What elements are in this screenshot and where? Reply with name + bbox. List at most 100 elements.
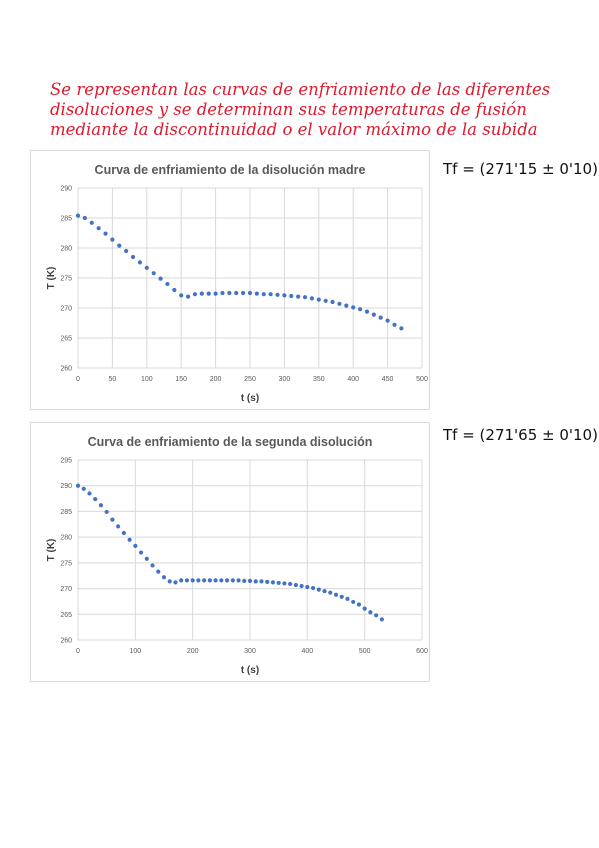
data-point — [364, 309, 370, 314]
chart-madre: 0 50 100 150 200 250 300 350 400 450 500 260 265 270 2… — [30, 150, 430, 410]
data-point — [184, 578, 190, 583]
note-line-1: Se representan las curvas de enfriamient… — [50, 80, 551, 99]
data-point — [328, 590, 333, 595]
data-point — [192, 292, 198, 297]
x-tick-label: 400 — [301, 648, 313, 655]
data-point — [75, 213, 81, 218]
data-point — [254, 291, 259, 296]
x-tick-label: 100 — [129, 648, 141, 655]
note-line-3: mediante la discontinuidad o el valor má… — [50, 120, 538, 139]
data-point — [104, 509, 109, 515]
data-point — [289, 293, 294, 299]
y-tick-label: 285 — [60, 509, 72, 516]
chart-title: Curva de enfriamiento de la disolución m… — [95, 163, 366, 177]
data-point — [356, 602, 362, 607]
data-point — [351, 599, 356, 605]
data-point — [130, 254, 136, 260]
data-point — [385, 318, 390, 323]
x-tick-label: 300 — [279, 376, 291, 383]
data-point — [219, 578, 224, 583]
y-tick-label: 285 — [60, 216, 72, 223]
y-tick-label: 265 — [60, 336, 72, 343]
data-point — [302, 295, 308, 300]
data-point — [323, 298, 328, 303]
x-axis-label: t (s) — [241, 665, 259, 676]
data-point — [179, 293, 184, 298]
data-point — [156, 569, 161, 574]
data-point — [305, 584, 310, 590]
x-tick-label: 200 — [187, 648, 199, 655]
data-point — [392, 322, 397, 327]
data-point — [230, 578, 235, 583]
data-point — [87, 491, 92, 496]
data-point — [150, 563, 155, 568]
data-point — [242, 578, 247, 583]
chart-title: Curva de enfriamiento de la segunda diso… — [88, 435, 373, 449]
x-axis-label: t (s) — [241, 393, 259, 404]
x-tick-label: 50 — [109, 376, 117, 383]
chart-frame — [30, 150, 430, 410]
y-tick-label: 290 — [60, 186, 72, 193]
data-point — [179, 578, 184, 583]
data-point — [117, 243, 122, 248]
x-tick-label: 500 — [416, 376, 428, 383]
y-tick-label: 270 — [60, 306, 72, 313]
data-point — [151, 271, 156, 276]
data-point — [165, 281, 170, 287]
data-point — [158, 276, 163, 281]
data-point — [345, 596, 350, 601]
data-point — [98, 503, 104, 508]
data-point — [265, 579, 270, 584]
data-point — [93, 496, 98, 502]
data-point — [234, 290, 239, 296]
data-point — [161, 575, 167, 580]
data-point — [399, 326, 404, 331]
x-tick-label: 150 — [175, 376, 187, 383]
y-tick-label: 260 — [60, 638, 72, 645]
chart-madre-svg: 0 50 100 150 200 250 300 350 400 450 500 260 265 270 2… — [30, 150, 430, 410]
chart-segunda-svg: 0 100 200 300 400 500 600 260 265 270 275 280 285 290… — [30, 422, 430, 682]
data-point — [116, 524, 121, 529]
x-tick-label: 450 — [382, 376, 394, 383]
data-point — [316, 587, 321, 592]
data-point — [379, 617, 384, 622]
data-point — [124, 248, 129, 254]
data-point — [282, 293, 287, 298]
data-point — [270, 580, 276, 585]
data-point — [82, 215, 87, 221]
data-point — [138, 550, 144, 555]
data-point — [276, 580, 281, 586]
data-point — [344, 303, 349, 308]
x-tick-label: 200 — [210, 376, 222, 383]
data-point — [172, 287, 177, 293]
x-tick-label: 0 — [76, 376, 80, 383]
x-tick-label: 500 — [359, 648, 371, 655]
data-point — [133, 543, 138, 548]
data-point — [253, 579, 258, 584]
data-point — [185, 294, 191, 299]
data-point — [351, 305, 356, 310]
chart-frame — [30, 422, 430, 682]
result-segunda: Tf = (271'65 ± 0'10) K — [443, 426, 599, 444]
data-point — [282, 581, 287, 586]
x-tick-label: 300 — [244, 648, 256, 655]
data-point — [299, 583, 304, 589]
y-axis-label: T (K) — [46, 539, 57, 562]
note-line-2: disoluciones y se determinan sus tempera… — [50, 100, 527, 119]
x-tick-label: 250 — [244, 376, 256, 383]
x-tick-label: 0 — [76, 648, 80, 655]
data-point — [371, 312, 376, 317]
data-point — [75, 483, 81, 488]
data-point — [206, 291, 211, 296]
data-point — [103, 231, 108, 236]
data-point — [310, 585, 316, 591]
data-point — [268, 292, 273, 297]
data-point — [247, 290, 253, 296]
data-point — [202, 578, 207, 583]
data-point — [368, 610, 373, 615]
data-point — [110, 517, 115, 522]
data-point — [337, 301, 342, 306]
y-tick-label: 265 — [60, 612, 72, 619]
y-tick-label: 280 — [60, 535, 72, 542]
y-tick-label: 290 — [60, 483, 72, 490]
